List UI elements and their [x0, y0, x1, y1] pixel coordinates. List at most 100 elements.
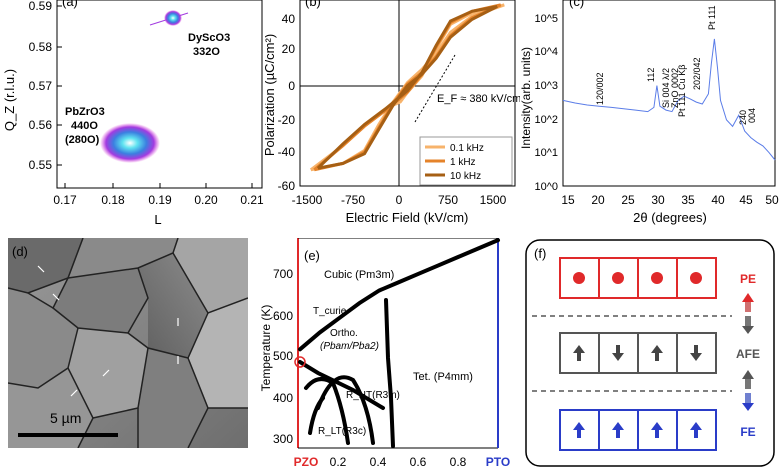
dysco-peak	[149, 10, 189, 26]
y-tick: 10^5	[534, 13, 558, 25]
domain-arrows	[37, 265, 179, 397]
peak-label: Si 004 λ/2	[661, 68, 671, 108]
y-tick: 10^1	[534, 147, 558, 159]
panel-f: (f) PE AFE	[520, 238, 778, 468]
region-rlt: R_LT(R3c)	[318, 426, 366, 437]
fe-label: FE	[740, 425, 755, 439]
y-tick: -20	[278, 113, 296, 127]
phase-boundaries	[298, 238, 500, 448]
panel-b-legend: 0.1 kHz 1 kHz 10 kHz	[419, 136, 513, 186]
x-tick: 0.4	[370, 455, 387, 469]
afe-row	[559, 332, 717, 374]
afe-fe-arrow	[742, 370, 754, 411]
pe-label: PE	[740, 272, 756, 286]
panel-a-ylabel: Q_Z (r.l.u.)	[2, 69, 17, 131]
region-rht: R_HT(R3m)	[346, 390, 400, 401]
x-tick: 30	[651, 193, 665, 207]
region-tet: Tet. (P4mm)	[413, 371, 473, 383]
panel-a-label: (a)	[62, 0, 78, 9]
loop-10-kHz	[316, 5, 498, 170]
x-tick: 0.17	[53, 193, 77, 207]
y-tick: 600	[273, 309, 293, 323]
panel-a: (a) 0.59 0.58 0.57 0.56 0.55 0.17 0.18 0…	[0, 0, 265, 230]
x-tick: 1500	[480, 193, 507, 207]
x-tick: -750	[341, 193, 365, 207]
panel-b-yticks: 40 20 0 -20 -40 -60	[278, 12, 296, 193]
xrd-trace	[562, 38, 776, 161]
y-tick: 10^4	[534, 46, 558, 58]
panel-e-ylabel: Temperature (K)	[259, 305, 273, 392]
panel-b-ylabel: Polarization (µC/cm²)	[265, 34, 277, 156]
x-tick: 750	[438, 193, 458, 207]
peak-label: 112	[646, 68, 656, 82]
y-tick: 0.57	[29, 79, 53, 93]
dysco-name: DyScO3	[188, 32, 230, 44]
panel-c-xlabel: 2θ (degrees)	[633, 210, 707, 225]
x-tick: 0.19	[148, 193, 172, 207]
panel-b: (b) 40 20 0 -20 -40 -60 -1500 -750 0 750…	[265, 0, 520, 230]
afe-label: AFE	[736, 347, 760, 361]
y-tick: 0	[288, 79, 295, 93]
legend-label: 10 kHz	[450, 171, 481, 182]
peak-label: 004	[747, 108, 757, 123]
x-tick: 50	[765, 193, 779, 207]
peak-label: Pt 111	[707, 5, 717, 30]
panel-e-yticks: 700 600 500 400 300	[273, 267, 293, 446]
x-tick: 0	[396, 193, 403, 207]
x-tick: 0.21	[240, 193, 264, 207]
panel-e-xticks: PZO 0.2 0.4 0.6 0.8 PTO	[294, 455, 511, 469]
y-tick: 700	[273, 267, 293, 281]
region-ortho1: Ortho.	[330, 328, 358, 339]
y-tick: 10^3	[534, 80, 558, 92]
y-tick: 400	[273, 391, 293, 405]
y-tick: 0.56	[29, 118, 53, 132]
y-tick: 0.59	[29, 0, 53, 13]
dysco-hkl: 332O	[193, 46, 220, 58]
ef-annotation: E_F ≈ 380 kV/cm	[437, 93, 520, 105]
peak-label: 240	[738, 110, 748, 125]
region-tcurie: T_curie	[313, 306, 347, 317]
scale-bar	[18, 433, 118, 437]
panel-c-label: (c)	[569, 0, 584, 9]
pe-row	[559, 257, 717, 299]
panel-d-label: (d)	[12, 244, 28, 259]
x-tick: 0.6	[410, 455, 427, 469]
panel-c-yticks: 10^5 10^4 10^3 10^2 10^1 10^0	[534, 13, 558, 193]
x-tick: 25	[621, 193, 635, 207]
y-tick: 500	[273, 349, 293, 363]
x-tick: PZO	[294, 455, 319, 469]
peak-label: 202/042	[692, 57, 702, 90]
peak-label: ZnO 0002	[670, 68, 680, 108]
region-cubic: Cubic (Pm3m)	[324, 269, 394, 281]
x-tick: PTO	[486, 455, 510, 469]
peak-label: Pt 111 Cu Kβ	[677, 65, 687, 117]
panel-e-label: (e)	[304, 248, 320, 263]
y-tick: 0.55	[29, 158, 53, 172]
pzo-peak	[100, 123, 160, 163]
y-tick: 40	[282, 12, 296, 26]
x-tick: -1500	[292, 193, 323, 207]
x-tick: 0.20	[194, 193, 218, 207]
panel-b-xlabel: Electric Field (kV/cm)	[346, 210, 469, 225]
x-tick: 0.18	[101, 193, 125, 207]
pzo-name: PbZrO3	[65, 106, 105, 118]
x-tick: 20	[591, 193, 605, 207]
y-tick: -60	[278, 179, 296, 193]
pe-afe-arrow	[742, 293, 754, 334]
x-tick: 0.2	[330, 455, 347, 469]
panel-a-yticks: 0.59 0.58 0.57 0.56 0.55	[29, 0, 62, 172]
y-tick: 10^2	[534, 114, 558, 126]
ef-tangent-line	[414, 54, 456, 123]
panel-a-xticks: 0.17 0.18 0.19 0.20 0.21	[53, 183, 264, 207]
x-tick: 35	[681, 193, 695, 207]
panel-e: (e) 700 600 500 400 300 PZO 0.2 0.4 0.6 …	[258, 238, 513, 470]
peak-labels: 120/002 112 Si 004 λ/2 ZnO 0002 Pt 111 C…	[595, 5, 757, 125]
x-tick: 40	[711, 193, 725, 207]
x-tick: 0.8	[450, 455, 467, 469]
panel-b-xticks: -1500 -750 0 750 1500	[292, 193, 507, 207]
panel-d: (d) 5 µm	[8, 238, 248, 448]
y-tick: -40	[278, 145, 296, 159]
curie-line	[298, 238, 500, 352]
fe-row	[559, 409, 717, 451]
pzo-hkl2: (280O)	[65, 134, 100, 146]
